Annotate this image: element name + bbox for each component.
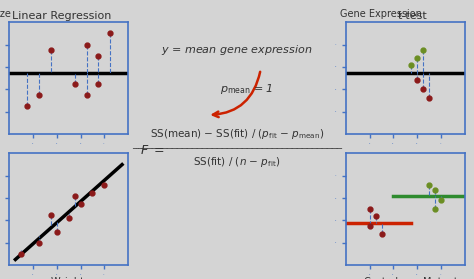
Text: Gene Expression: Gene Expression: [340, 9, 422, 19]
Text: Mutant: Mutant: [423, 277, 458, 279]
Text: ──────────────────────────────────────────: ────────────────────────────────────────…: [132, 143, 342, 152]
Text: Size: Size: [0, 9, 11, 19]
Text: Linear Regression: Linear Regression: [12, 11, 111, 21]
Text: $y$ = mean gene expression: $y$ = mean gene expression: [161, 43, 313, 57]
Text: t-test: t-test: [398, 11, 427, 21]
Text: Control: Control: [364, 277, 399, 279]
Text: Weight: Weight: [51, 277, 85, 279]
Text: SS(fit) / ($n$ $-$ $p_{\mathrm{fit}}$): SS(fit) / ($n$ $-$ $p_{\mathrm{fit}}$): [193, 155, 281, 169]
Text: $p_{\mathrm{mean}}$ = 1: $p_{\mathrm{mean}}$ = 1: [220, 82, 273, 96]
Text: SS(mean) $-$ SS(fit) / ($p_{\mathrm{fit}}$ $-$ $p_{\mathrm{mean}}$): SS(mean) $-$ SS(fit) / ($p_{\mathrm{fit}…: [150, 127, 324, 141]
Text: $F\ =$: $F\ =$: [140, 144, 165, 157]
